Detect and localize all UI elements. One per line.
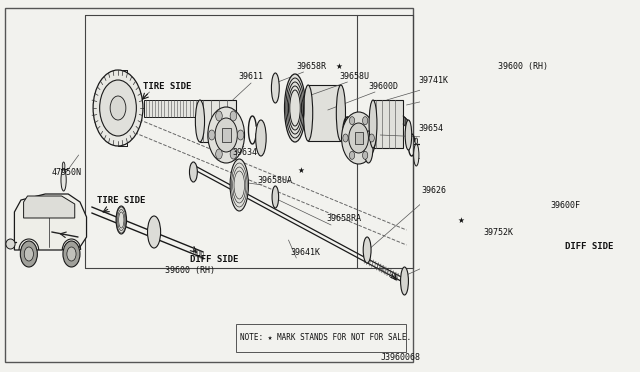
Ellipse shape (61, 169, 66, 191)
Bar (144, 100, 204, 117)
Circle shape (216, 149, 222, 159)
Circle shape (208, 107, 244, 163)
Circle shape (343, 134, 348, 142)
Circle shape (349, 151, 355, 159)
Text: 39741K: 39741K (419, 76, 448, 84)
Text: 39658U: 39658U (340, 71, 369, 80)
Text: TIRE SIDE: TIRE SIDE (143, 81, 191, 90)
Text: 39611: 39611 (238, 71, 263, 80)
Circle shape (110, 96, 126, 120)
Text: DIFF SIDE: DIFF SIDE (190, 256, 239, 264)
Text: 39600D: 39600D (369, 81, 399, 90)
Ellipse shape (415, 138, 418, 144)
Circle shape (362, 151, 368, 159)
Ellipse shape (62, 162, 65, 170)
Ellipse shape (303, 85, 313, 141)
Ellipse shape (116, 206, 127, 234)
Text: 39641K: 39641K (291, 247, 321, 257)
Text: ★: ★ (335, 61, 342, 71)
Circle shape (369, 134, 374, 142)
Bar (355, 132, 362, 144)
Polygon shape (24, 196, 75, 218)
Text: 39752K: 39752K (484, 228, 514, 237)
Text: 47950N: 47950N (51, 167, 81, 176)
Bar (221, 128, 231, 142)
Ellipse shape (363, 237, 371, 263)
Ellipse shape (285, 74, 305, 142)
Ellipse shape (401, 267, 408, 295)
Text: 39600 (RH): 39600 (RH) (165, 266, 215, 275)
Circle shape (20, 241, 37, 267)
Ellipse shape (405, 120, 412, 150)
Bar (308, 85, 341, 141)
Ellipse shape (255, 120, 266, 156)
Ellipse shape (336, 85, 346, 141)
Ellipse shape (230, 159, 248, 211)
Circle shape (24, 247, 33, 261)
Text: 39600 (RH): 39600 (RH) (499, 61, 548, 71)
Circle shape (67, 247, 76, 261)
Circle shape (230, 111, 237, 121)
Text: J3960068: J3960068 (380, 353, 420, 362)
Circle shape (63, 241, 80, 267)
Bar (373, 100, 403, 148)
Text: TIRE SIDE: TIRE SIDE (97, 196, 145, 205)
Text: 39600F: 39600F (550, 201, 580, 209)
Ellipse shape (147, 216, 161, 248)
Ellipse shape (6, 239, 15, 249)
Ellipse shape (272, 186, 278, 208)
Text: 39658R: 39658R (296, 61, 326, 71)
Circle shape (237, 130, 244, 140)
Circle shape (209, 130, 215, 140)
Text: ★: ★ (458, 215, 465, 224)
Text: 39626: 39626 (422, 186, 447, 195)
Circle shape (230, 149, 237, 159)
Circle shape (349, 117, 355, 125)
Circle shape (100, 80, 136, 136)
Circle shape (342, 112, 376, 164)
Ellipse shape (271, 73, 279, 103)
Ellipse shape (364, 131, 373, 163)
Text: 39634: 39634 (232, 148, 257, 157)
Bar (236, 324, 406, 352)
Text: ★: ★ (298, 166, 305, 174)
Circle shape (349, 123, 369, 153)
Circle shape (93, 70, 143, 146)
Bar (200, 100, 236, 142)
Text: NOTE: ★ MARK STANDS FOR NOT FOR SALE.: NOTE: ★ MARK STANDS FOR NOT FOR SALE. (240, 334, 411, 343)
Text: 39654: 39654 (419, 124, 444, 132)
Circle shape (216, 111, 222, 121)
Polygon shape (15, 194, 86, 250)
Ellipse shape (195, 100, 205, 142)
Circle shape (362, 117, 368, 125)
Ellipse shape (413, 144, 419, 166)
Text: DIFF SIDE: DIFF SIDE (565, 241, 614, 250)
Text: 39658RA: 39658RA (326, 214, 362, 222)
Text: 39658UA: 39658UA (258, 176, 292, 185)
Ellipse shape (369, 100, 377, 148)
Circle shape (215, 118, 237, 152)
Ellipse shape (189, 162, 197, 182)
